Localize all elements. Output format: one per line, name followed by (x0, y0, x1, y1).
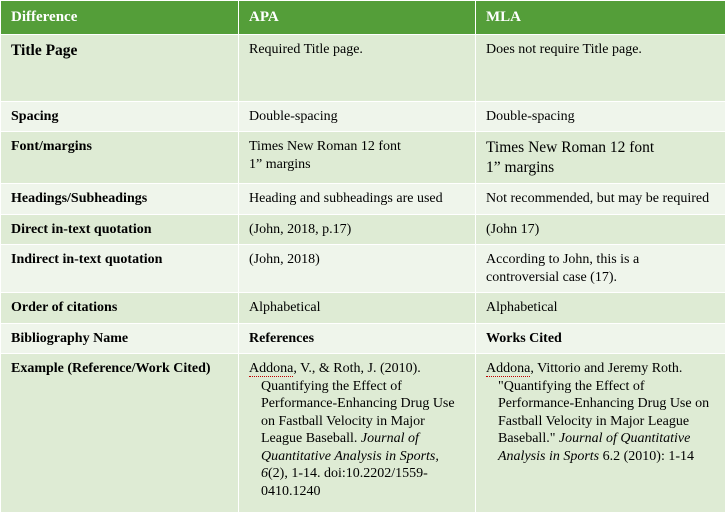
apa-cell: Alphabetical (239, 293, 476, 324)
mla-cell: Alphabetical (476, 293, 725, 324)
table-row: Spacing Double-spacing Double-spacing (1, 101, 725, 132)
row-label: Example (Reference/Work Cited) (1, 354, 239, 513)
apa-cell: (John, 2018) (239, 245, 476, 293)
row-label: Spacing (1, 101, 239, 132)
mla-cell: Works Cited (476, 323, 725, 354)
apa-cell: References (239, 323, 476, 354)
header-mla: MLA (476, 1, 725, 35)
author-name: Addona (249, 361, 293, 377)
mla-cell: Addona, Vittorio and Jeremy Roth. "Quant… (476, 354, 725, 513)
apa-cell: Addona, V., & Roth, J. (2010). Quantifyi… (239, 354, 476, 513)
mla-cell: (John 17) (476, 214, 725, 245)
row-label: Order of citations (1, 293, 239, 324)
header-difference: Difference (1, 1, 239, 35)
apa-cell: (John, 2018, p.17) (239, 214, 476, 245)
cell-line: Times New Roman 12 font (249, 139, 401, 154)
table-row: Indirect in-text quotation (John, 2018) … (1, 245, 725, 293)
table-row: Headings/Subheadings Heading and subhead… (1, 184, 725, 215)
citation-text: 6.2 (2010): 1-14 (599, 449, 694, 464)
cell-line: 1” margins (249, 157, 311, 172)
mla-cell: Does not require Title page. (476, 34, 725, 101)
row-label: Direct in-text quotation (1, 214, 239, 245)
apa-cell: Double-spacing (239, 101, 476, 132)
apa-cell: Times New Roman 12 font 1” margins (239, 132, 476, 184)
table-row: Order of citations Alphabetical Alphabet… (1, 293, 725, 324)
row-label: Font/margins (1, 132, 239, 184)
cell-line: Times New Roman 12 font (486, 139, 654, 156)
comparison-table: Difference APA MLA Title Page Required T… (0, 0, 725, 513)
table-row: Bibliography Name References Works Cited (1, 323, 725, 354)
row-label: Headings/Subheadings (1, 184, 239, 215)
table-row: Font/margins Times New Roman 12 font 1” … (1, 132, 725, 184)
header-apa: APA (239, 1, 476, 35)
row-label: Bibliography Name (1, 323, 239, 354)
table-row: Title Page Required Title page. Does not… (1, 34, 725, 101)
table-header-row: Difference APA MLA (1, 1, 725, 35)
mla-cell: Not recommended, but may be required (476, 184, 725, 215)
mla-cell: Double-spacing (476, 101, 725, 132)
mla-cell: According to John, this is a controversi… (476, 245, 725, 293)
apa-cell: Required Title page. (239, 34, 476, 101)
citation-block: Addona, Vittorio and Jeremy Roth. "Quant… (486, 360, 715, 465)
table-row: Example (Reference/Work Cited) Addona, V… (1, 354, 725, 513)
cell-line: 1” margins (486, 159, 554, 176)
label-text: Title Page (11, 42, 77, 59)
citation-block: Addona, V., & Roth, J. (2010). Quantifyi… (249, 360, 465, 500)
table-row: Direct in-text quotation (John, 2018, p.… (1, 214, 725, 245)
citation-text: (2), 1-14. doi:10.2202/1559-0410.1240 (261, 466, 428, 499)
apa-cell: Heading and subheadings are used (239, 184, 476, 215)
row-label: Indirect in-text quotation (1, 245, 239, 293)
mla-cell: Times New Roman 12 font 1” margins (476, 132, 725, 184)
row-label: Title Page (1, 34, 239, 101)
author-name: Addona (486, 361, 530, 377)
